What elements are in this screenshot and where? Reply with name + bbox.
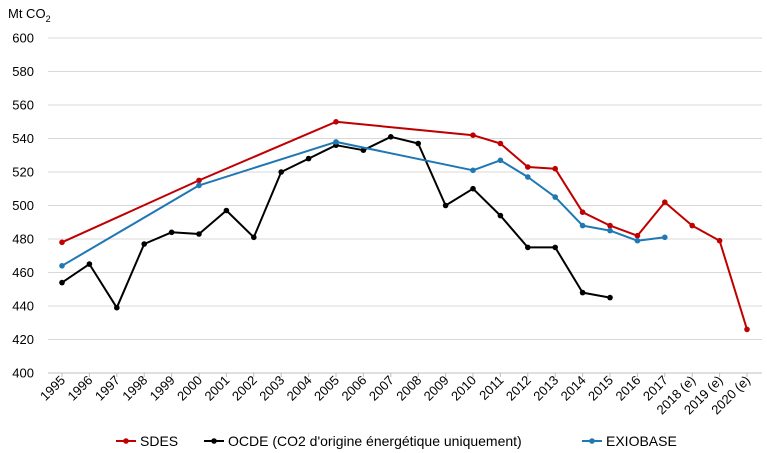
- y-tick-label: 600: [12, 31, 34, 46]
- data-point: [525, 164, 531, 170]
- data-point: [552, 194, 558, 200]
- data-point: [579, 209, 586, 215]
- x-tick-label: 1997: [92, 373, 123, 404]
- y-tick-label: 500: [12, 198, 34, 213]
- data-point: [305, 155, 312, 162]
- legend: SDES OCDE (CO2 d'origine énergétique uniq…: [116, 433, 677, 449]
- y-axis-unit-subscript: 2: [46, 14, 51, 24]
- data-point: [634, 237, 641, 244]
- series-line: [61, 120, 748, 330]
- legend-swatch-marker: [211, 438, 217, 444]
- y-tick-label: 580: [12, 64, 34, 79]
- y-tick-label: 520: [12, 165, 34, 180]
- data-point: [114, 304, 120, 311]
- data-point: [59, 239, 65, 246]
- data-point: [470, 185, 476, 192]
- data-point: [525, 174, 531, 180]
- data-point: [607, 227, 613, 234]
- x-tick-label: 1995: [37, 373, 68, 404]
- data-point: [333, 119, 339, 125]
- data-point: [278, 169, 285, 175]
- series-line: [61, 140, 665, 267]
- data-point: [196, 231, 202, 237]
- y-axis-unit-label: Mt CO2: [8, 6, 51, 24]
- svg-text:Mt CO2: Mt CO2: [8, 6, 51, 24]
- data-point: [689, 222, 695, 229]
- data-point: [579, 222, 586, 229]
- x-tick-label: 2002: [229, 373, 260, 404]
- gridlines: [48, 37, 762, 340]
- x-tick-label: 1999: [147, 373, 178, 404]
- x-tick-label: 2004: [284, 373, 315, 404]
- legend-label: OCDE (CO2 d'origine énergétique uniqueme…: [228, 433, 522, 449]
- data-point: [442, 202, 449, 209]
- data-point: [59, 279, 65, 286]
- data-point: [716, 237, 723, 244]
- x-tick-label: 2012: [503, 373, 534, 404]
- x-tick-label: 2010: [448, 373, 479, 404]
- data-point: [470, 132, 476, 138]
- legend-label: SDES: [140, 433, 178, 449]
- x-tick-label: 2006: [338, 373, 369, 404]
- x-tick-label: 1996: [64, 373, 95, 404]
- x-tick-label: 2008: [393, 373, 424, 404]
- y-axis-unit-text: Mt CO: [8, 6, 46, 21]
- data-point: [196, 182, 202, 189]
- y-tick-label: 540: [12, 131, 34, 146]
- data-point: [634, 232, 641, 239]
- data-point: [415, 140, 422, 147]
- data-point: [86, 261, 93, 267]
- data-point: [141, 241, 147, 247]
- x-tick-label: 2000: [174, 373, 205, 404]
- x-tick-label: 2013: [530, 373, 561, 404]
- y-tick-label: 400: [12, 366, 34, 381]
- data-point: [196, 177, 202, 184]
- x-tick-label: 2016: [612, 373, 643, 404]
- series: [59, 119, 750, 333]
- data-point: [525, 244, 531, 251]
- x-tick-label: 1998: [119, 373, 150, 404]
- data-point: [607, 294, 613, 301]
- data-point: [662, 199, 668, 205]
- data-point: [552, 244, 558, 251]
- data-point: [497, 157, 504, 164]
- legend-swatch-marker: [123, 438, 129, 444]
- data-point: [223, 207, 230, 214]
- data-point: [552, 165, 558, 172]
- x-tick-label: 2005: [311, 373, 342, 404]
- data-point: [497, 140, 504, 147]
- y-tick-label: 480: [12, 232, 34, 247]
- x-tick-label: 2007: [366, 373, 397, 404]
- y-tick-label: 560: [12, 98, 34, 113]
- x-tick-label: 2001: [201, 373, 232, 404]
- data-point: [470, 167, 476, 174]
- y-tick-label: 440: [12, 299, 34, 314]
- y-axis-ticks: 400 420 440 460 480 500 520 540 560 580 600: [12, 31, 34, 381]
- data-point: [333, 139, 339, 145]
- data-point: [497, 212, 504, 219]
- series-line: [61, 135, 611, 309]
- x-tick-label: 2003: [256, 373, 287, 404]
- data-point: [662, 234, 668, 241]
- legend-label: EXIOBASE: [606, 433, 677, 449]
- data-point: [251, 234, 257, 241]
- y-tick-label: 420: [12, 332, 34, 347]
- data-point: [59, 263, 65, 269]
- y-tick-label: 460: [12, 265, 34, 280]
- data-point: [168, 229, 175, 236]
- data-point: [388, 134, 394, 140]
- legend-swatch-marker: [589, 438, 595, 444]
- x-tick-label: 2011: [476, 373, 506, 403]
- x-axis-ticks: 1995199619971998199920002001200220032004…: [37, 373, 753, 418]
- x-tick-label: 2009: [421, 373, 452, 404]
- x-tick-label: 2015: [585, 373, 616, 404]
- x-tick-label: 2014: [558, 373, 589, 404]
- data-point: [579, 289, 586, 296]
- data-point: [607, 222, 613, 229]
- data-point: [744, 326, 750, 333]
